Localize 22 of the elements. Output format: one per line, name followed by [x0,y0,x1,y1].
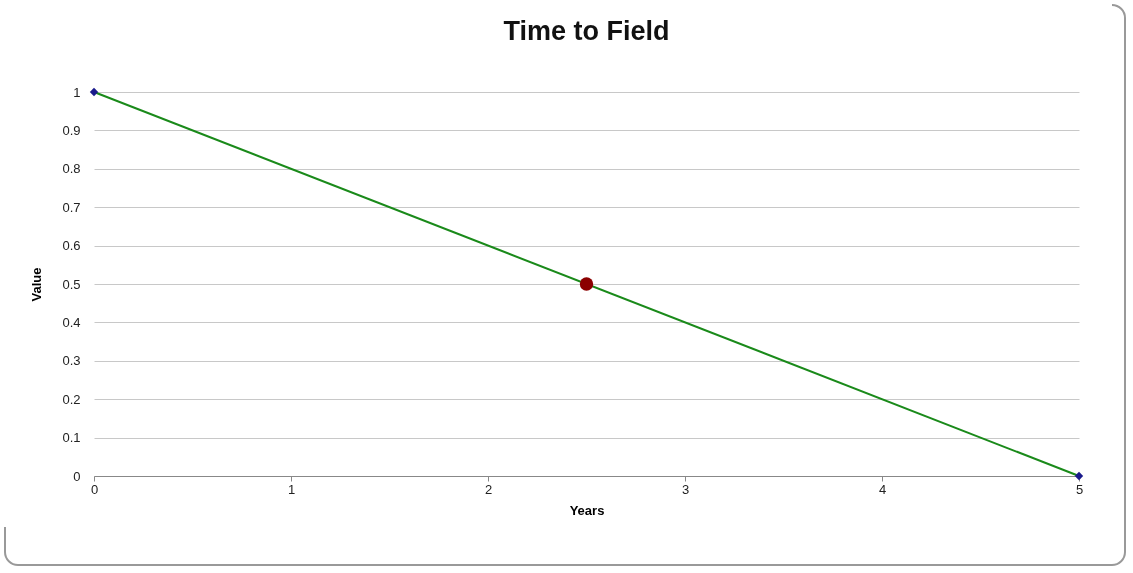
x-tick-label: 0 [90,481,99,497]
x-tick-label: 5 [1075,481,1084,497]
y-tick-label: 0.8 [62,161,81,177]
y-tick-label: 0.3 [62,353,81,369]
y-tick-label: 0.6 [62,238,81,254]
y-tick-label: 0.2 [62,391,81,407]
x-tick-label: 1 [287,481,296,497]
y-tick-label: 0.7 [62,199,81,215]
y-tick-label: 0.5 [62,276,81,292]
y-tick-label: 0.4 [62,314,81,330]
x-axis-title: Years [569,502,605,518]
y-tick-label: 1 [73,84,81,100]
x-tick-label: 2 [484,481,493,497]
y-tick-label: 0.9 [62,122,81,138]
y-axis-title: Value [29,267,45,302]
y-tick-label: 0.1 [62,430,81,446]
chart-title: Time to Field [503,16,670,46]
y-tick-label: 0 [73,468,81,484]
point [579,277,594,291]
x-tick-label: 4 [878,481,887,497]
point [89,87,99,97]
x-tick-label: 3 [681,481,690,497]
